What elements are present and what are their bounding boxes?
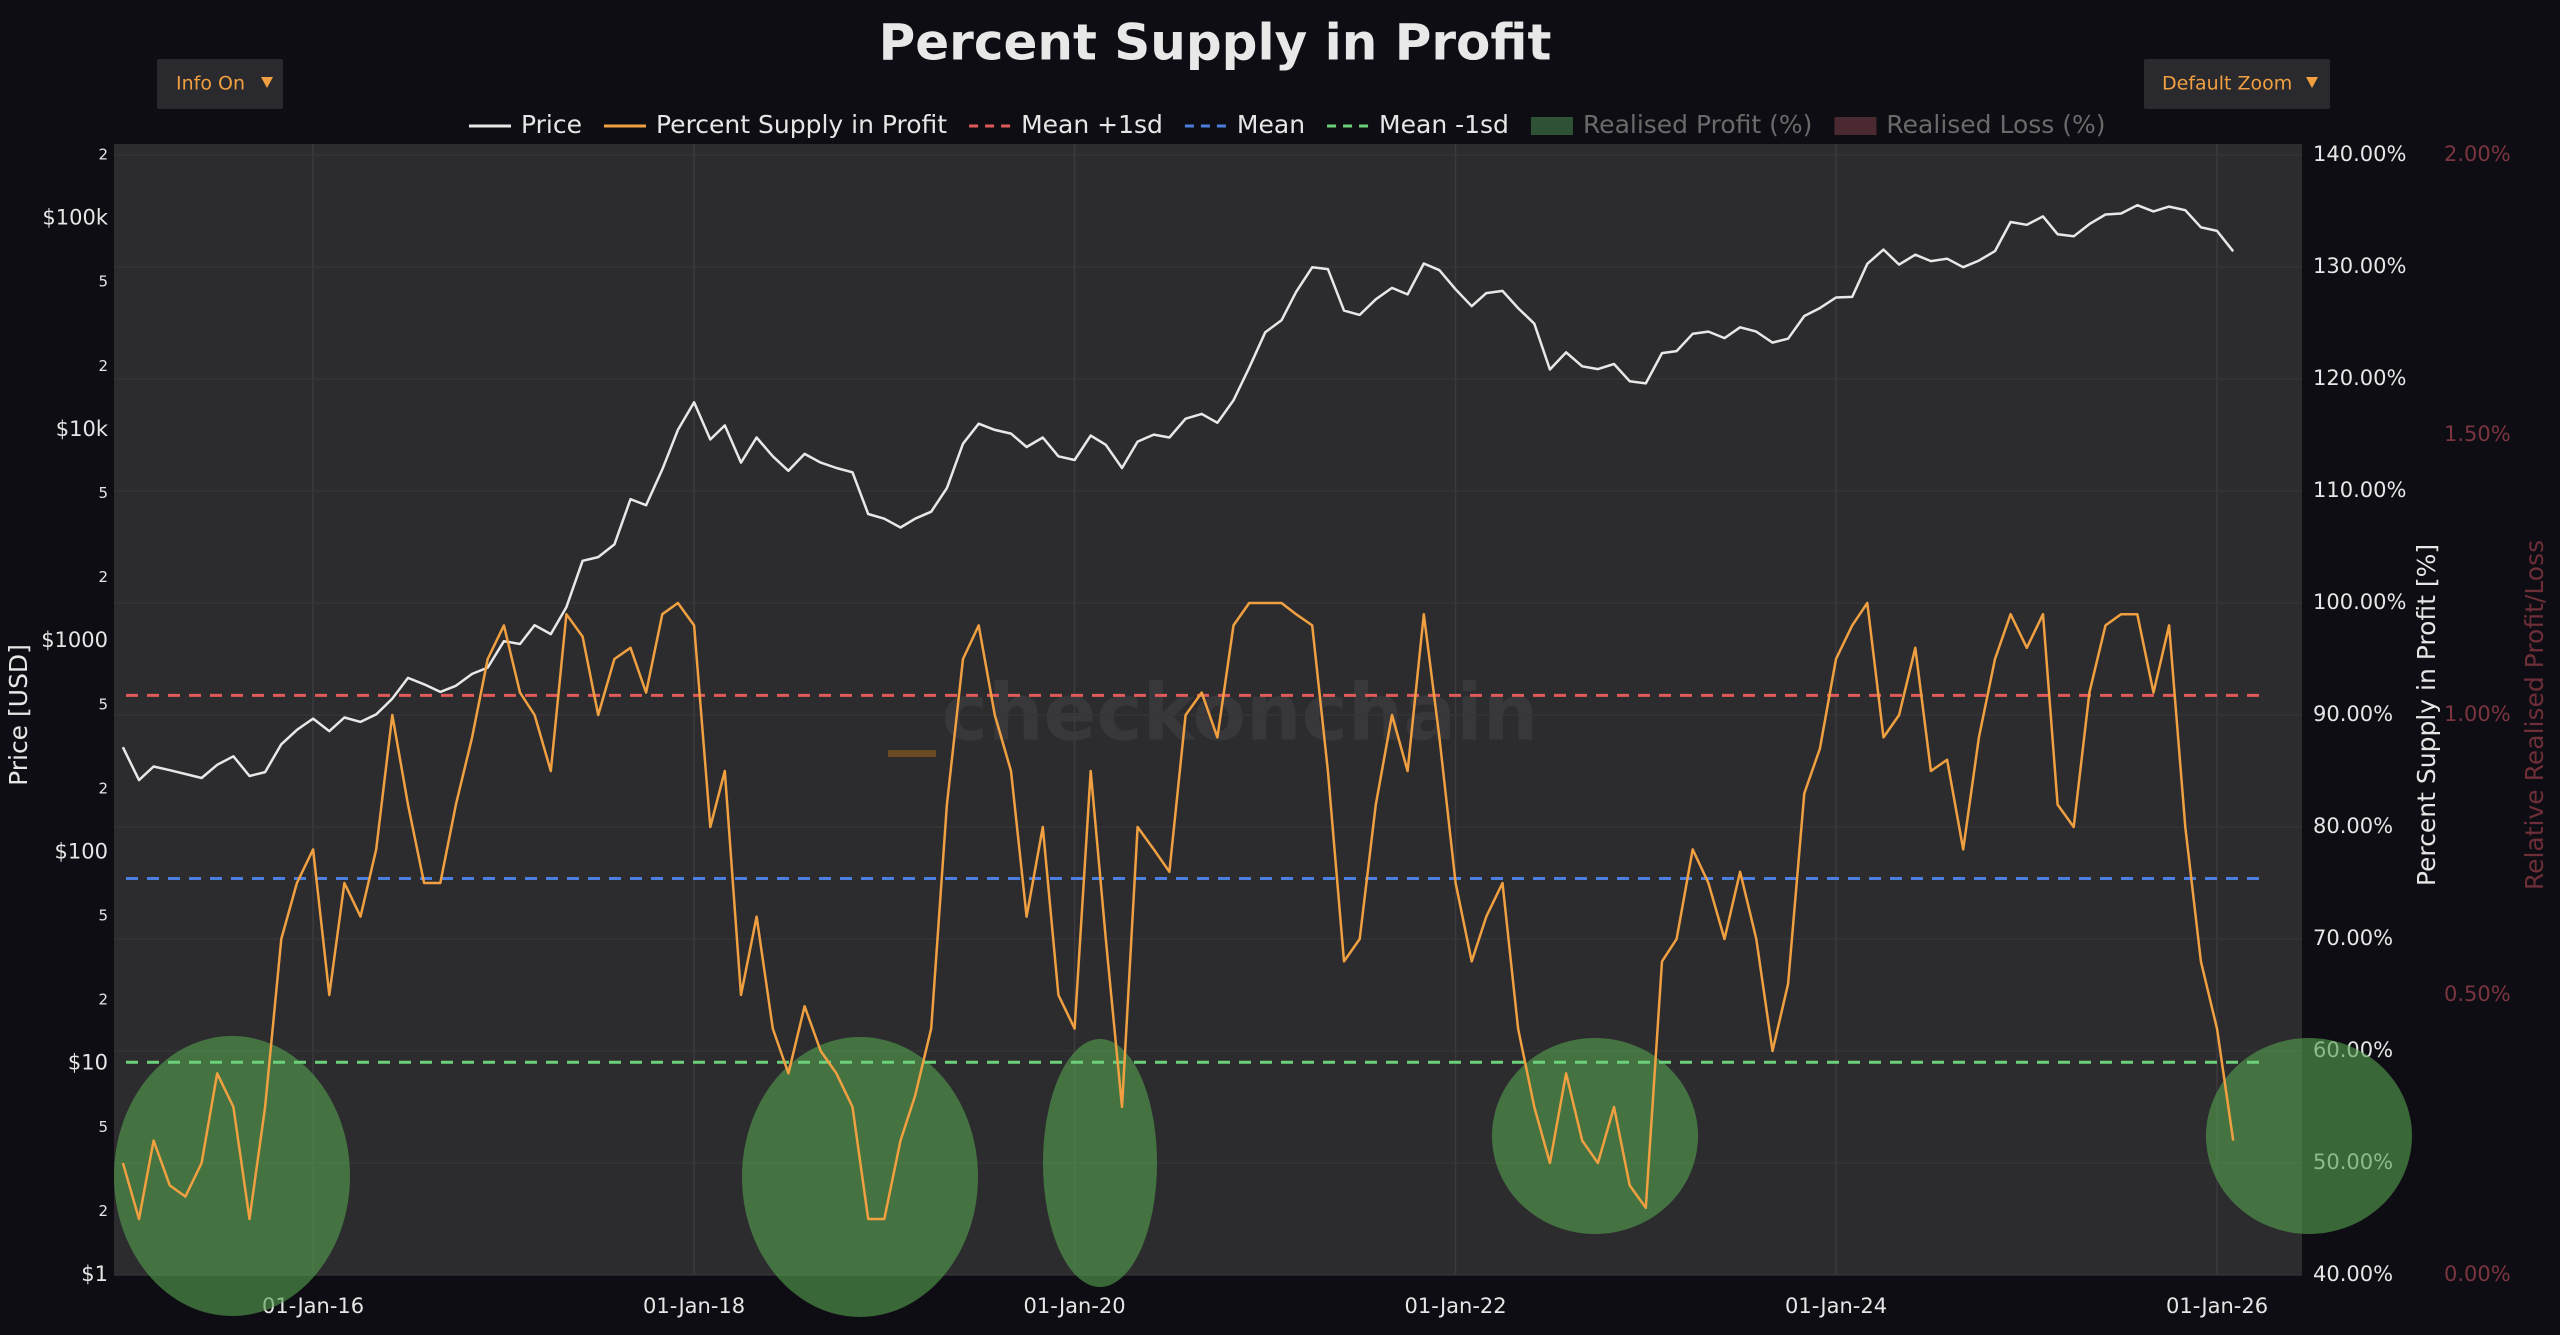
y-tick-label: 5 [98, 484, 108, 502]
dropdown-arrow[interactable] [2306, 77, 2318, 88]
legend-label: Realised Loss (%) [1886, 110, 2105, 139]
y-tick-label: 5 [98, 695, 108, 713]
dropdown-arrow[interactable] [261, 77, 273, 88]
y3-axis-title: Relative Realised Profit/Loss [2520, 540, 2549, 890]
watermark-logo [888, 750, 936, 757]
y-tick-label: $100k [42, 206, 108, 230]
legend-item: Price [469, 110, 582, 139]
legend-swatch [1530, 117, 1573, 135]
y-tick-label: 5 [98, 273, 108, 291]
y-tick-label: 2 [98, 357, 108, 375]
legend-label: Percent Supply in Profit [656, 110, 947, 139]
zoom-button[interactable]: Default Zoom [2144, 59, 2330, 109]
y-tick-label: $100 [55, 839, 108, 863]
y2-tick-label: 90.00% [2313, 702, 2393, 726]
series-line [121, 601, 2235, 1221]
y-tick-label: $10k [56, 417, 109, 441]
legend-item: Mean [1184, 110, 1305, 139]
info-button[interactable]: Info On [157, 59, 283, 109]
y-tick-label: $1000 [41, 628, 108, 652]
y-tick-label: 2 [98, 991, 108, 1009]
x-tick-label: 01-Jan-24 [1785, 1294, 1887, 1318]
legend-item: Realised Loss (%) [1834, 110, 2106, 139]
watermark: checkonchain [942, 668, 1538, 758]
legend-label: Price [521, 110, 582, 139]
y-tick-label: $10 [68, 1051, 108, 1075]
y2-tick-label: 80.00% [2313, 814, 2393, 838]
chart-title: Percent Supply in Profit [879, 14, 1552, 72]
highlight-circle [1492, 1038, 1698, 1234]
y2-tick-label: 120.00% [2313, 366, 2406, 390]
x-tick-label: 01-Jan-20 [1024, 1294, 1126, 1318]
y3-tick-label: 1.00% [2444, 702, 2511, 726]
y2-tick-label: 110.00% [2313, 478, 2406, 502]
legend-label: Mean +1sd [1021, 110, 1163, 139]
y-tick-label: $1 [81, 1262, 108, 1286]
y-tick-label: 5 [98, 907, 108, 925]
legend: Price Percent Supply in Profit Mean +1sd Me… [469, 110, 2106, 139]
legend-item: Percent Supply in Profit [604, 110, 947, 139]
x-tick-label: 01-Jan-18 [643, 1294, 745, 1318]
x-tick-label: 01-Jan-26 [2166, 1294, 2268, 1318]
button-box[interactable] [2144, 59, 2330, 109]
y2-tick-label: 70.00% [2313, 926, 2393, 950]
y2-tick-label: 40.00% [2313, 1262, 2393, 1286]
y2-axis-title: Percent Supply in Profit [%] [2412, 544, 2441, 886]
button-box[interactable] [157, 59, 283, 109]
highlight-circle [2206, 1038, 2412, 1234]
legend-item: Mean -1sd [1327, 110, 1509, 139]
y2-tick-label: 100.00% [2313, 590, 2406, 614]
legend-item: Mean +1sd [969, 110, 1163, 139]
y2-tick-label: 130.00% [2313, 254, 2406, 278]
legend-swatch [1834, 117, 1877, 135]
y3-tick-label: 1.50% [2444, 422, 2511, 446]
y3-tick-label: 2.00% [2444, 142, 2511, 166]
legend-item: Realised Profit (%) [1530, 110, 1812, 139]
y-axis-title: Price [USD] [4, 644, 33, 786]
highlight-circle [742, 1037, 978, 1317]
y-tick-label: 2 [98, 779, 108, 797]
x-tick-label: 01-Jan-22 [1405, 1294, 1507, 1318]
y-tick-label: 2 [98, 568, 108, 586]
y-tick-label: 2 [98, 146, 108, 164]
legend-label: Mean -1sd [1379, 110, 1509, 139]
y3-tick-label: 0.50% [2444, 982, 2511, 1006]
legend-label: Realised Profit (%) [1583, 110, 1812, 139]
y-tick-label: 2 [98, 1202, 108, 1220]
series-line [121, 203, 2235, 782]
y-tick-label: 5 [98, 1118, 108, 1136]
button-label[interactable]: Info On [176, 73, 245, 95]
y3-tick-label: 0.00% [2444, 1262, 2511, 1286]
y2-tick-label: 140.00% [2313, 142, 2406, 166]
button-label[interactable]: Default Zoom [2162, 73, 2292, 95]
legend-label: Mean [1237, 110, 1305, 139]
highlight-circle [1043, 1039, 1157, 1287]
highlight-circle [114, 1036, 350, 1316]
